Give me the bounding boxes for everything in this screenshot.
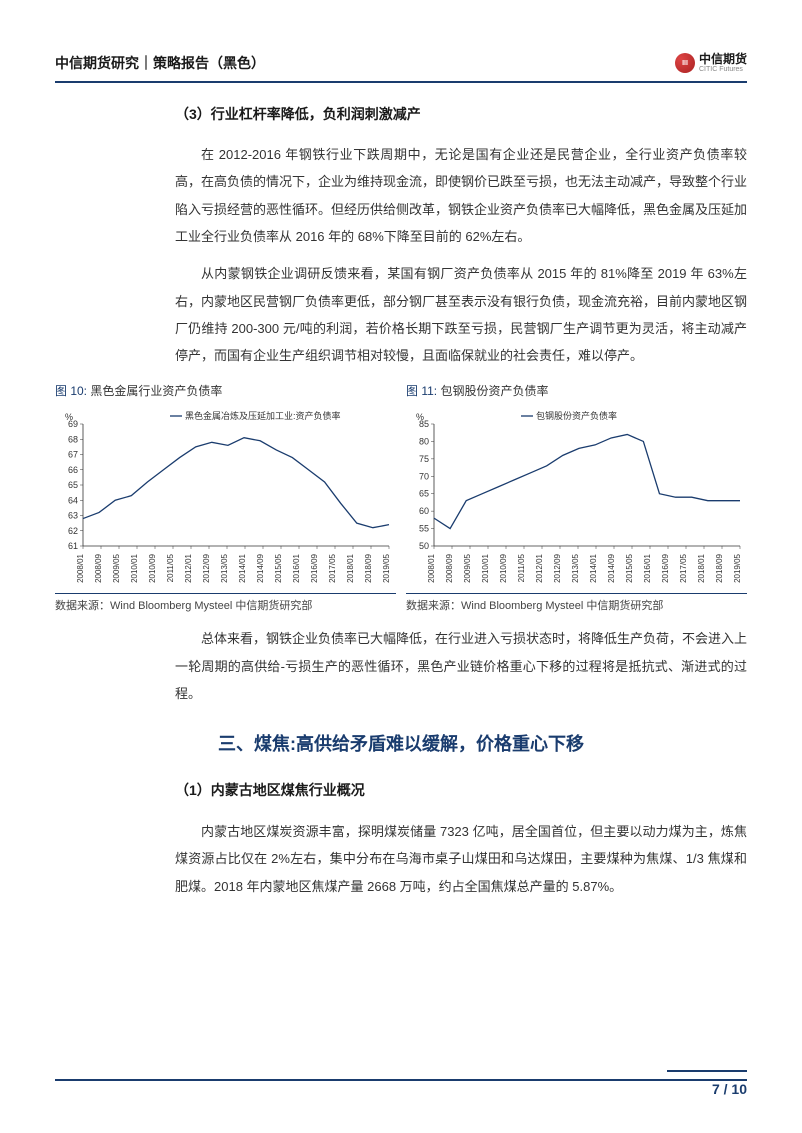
svg-text:65: 65 <box>419 489 429 499</box>
svg-text:66: 66 <box>68 465 78 475</box>
svg-text:2016/09: 2016/09 <box>661 554 670 583</box>
svg-text:2018/01: 2018/01 <box>697 554 706 583</box>
svg-text:2011/05: 2011/05 <box>517 554 526 583</box>
svg-text:60: 60 <box>419 507 429 517</box>
svg-text:2019/05: 2019/05 <box>733 554 742 583</box>
section3-title: （3）行业杠杆率降低，负利润刺激减产 <box>175 101 747 128</box>
chart10-svg: %黑色金属冶炼及压延加工业:资产负债率616263646566676869200… <box>55 406 395 591</box>
svg-text:2008/01: 2008/01 <box>427 554 436 583</box>
svg-text:2016/09: 2016/09 <box>310 554 319 583</box>
section3-p2: 从内蒙钢铁企业调研反馈来看，某国有钢厂资产负债率从 2015 年的 81%降至 … <box>175 260 747 369</box>
svg-text:2014/01: 2014/01 <box>589 554 598 583</box>
chart10-source: 数据来源：Wind Bloomberg Mysteel 中信期货研究部 <box>55 593 396 617</box>
logo-cn: 中信期货 <box>699 53 747 66</box>
svg-text:2015/05: 2015/05 <box>274 554 283 583</box>
svg-text:2018/09: 2018/09 <box>715 554 724 583</box>
svg-text:2013/05: 2013/05 <box>571 554 580 583</box>
svg-text:2010/09: 2010/09 <box>499 554 508 583</box>
svg-text:55: 55 <box>419 524 429 534</box>
major-section-title: 三、煤焦:高供给矛盾难以缓解，价格重心下移 <box>55 727 747 761</box>
svg-text:2015/05: 2015/05 <box>625 554 634 583</box>
chart11-block: 图 11: 包钢股份资产负债率 %包钢股份资产负债率50556065707580… <box>406 380 747 618</box>
svg-text:2014/09: 2014/09 <box>256 554 265 583</box>
section4-title: （1）内蒙古地区煤焦行业概况 <box>175 777 747 804</box>
svg-text:2013/05: 2013/05 <box>220 554 229 583</box>
svg-text:2009/05: 2009/05 <box>463 554 472 583</box>
chart11-title: 图 11: 包钢股份资产负债率 <box>406 380 747 403</box>
footer-line <box>55 1079 747 1081</box>
svg-text:包钢股份资产负债率: 包钢股份资产负债率 <box>536 410 617 421</box>
svg-text:62: 62 <box>68 526 78 536</box>
svg-text:2016/01: 2016/01 <box>292 554 301 583</box>
svg-text:80: 80 <box>419 437 429 447</box>
svg-text:75: 75 <box>419 454 429 464</box>
chart11-svg: %包钢股份资产负债率50556065707580852008/012008/09… <box>406 406 746 591</box>
svg-text:2014/09: 2014/09 <box>607 554 616 583</box>
svg-text:65: 65 <box>68 480 78 490</box>
chart11-source: 数据来源：Wind Bloomberg Mysteel 中信期货研究部 <box>406 593 747 617</box>
svg-text:2016/01: 2016/01 <box>643 554 652 583</box>
svg-text:63: 63 <box>68 511 78 521</box>
svg-text:2017/05: 2017/05 <box>679 554 688 583</box>
section3-p1: 在 2012-2016 年钢铁行业下跌周期中，无论是国有企业还是民营企业，全行业… <box>175 141 747 250</box>
svg-text:69: 69 <box>68 419 78 429</box>
svg-text:85: 85 <box>419 419 429 429</box>
svg-text:2018/09: 2018/09 <box>364 554 373 583</box>
svg-text:2011/05: 2011/05 <box>166 554 175 583</box>
logo-en: CITIC Futures <box>699 66 747 74</box>
svg-text:2008/09: 2008/09 <box>94 554 103 583</box>
svg-text:2010/09: 2010/09 <box>148 554 157 583</box>
svg-text:2012/09: 2012/09 <box>553 554 562 583</box>
svg-text:50: 50 <box>419 541 429 551</box>
svg-text:黑色金属冶炼及压延加工业:资产负债率: 黑色金属冶炼及压延加工业:资产负债率 <box>185 410 341 421</box>
svg-text:68: 68 <box>68 435 78 445</box>
page-footer: 7 / 10 <box>667 1070 747 1103</box>
chart10-block: 图 10: 黑色金属行业资产负债率 %黑色金属冶炼及压延加工业:资产负债率616… <box>55 380 396 618</box>
svg-text:2008/01: 2008/01 <box>76 554 85 583</box>
svg-text:2012/01: 2012/01 <box>184 554 193 583</box>
svg-text:2009/05: 2009/05 <box>112 554 121 583</box>
logo-icon: III <box>675 53 695 73</box>
svg-text:2017/05: 2017/05 <box>328 554 337 583</box>
svg-text:2010/01: 2010/01 <box>130 554 139 583</box>
page-header: 中信期货研究｜策略报告（黑色） III 中信期货 CITIC Futures <box>55 50 747 83</box>
section4-p1: 内蒙古地区煤炭资源丰富，探明煤炭储量 7323 亿吨，居全国首位，但主要以动力煤… <box>175 818 747 900</box>
svg-text:67: 67 <box>68 450 78 460</box>
svg-text:61: 61 <box>68 541 78 551</box>
svg-text:64: 64 <box>68 496 78 506</box>
svg-text:2012/01: 2012/01 <box>535 554 544 583</box>
svg-text:2008/09: 2008/09 <box>445 554 454 583</box>
summary-p: 总体来看，钢铁企业负债率已大幅降低，在行业进入亏损状态时，将降低生产负荷，不会进… <box>175 625 747 707</box>
svg-text:2014/01: 2014/01 <box>238 554 247 583</box>
chart10-title: 图 10: 黑色金属行业资产负债率 <box>55 380 396 403</box>
svg-text:2010/01: 2010/01 <box>481 554 490 583</box>
svg-text:2012/09: 2012/09 <box>202 554 211 583</box>
header-title: 中信期货研究｜策略报告（黑色） <box>55 50 265 77</box>
charts-row: 图 10: 黑色金属行业资产负债率 %黑色金属冶炼及压延加工业:资产负债率616… <box>55 380 747 618</box>
svg-text:2019/05: 2019/05 <box>382 554 391 583</box>
svg-text:70: 70 <box>419 472 429 482</box>
logo: III 中信期货 CITIC Futures <box>675 53 747 74</box>
svg-text:2018/01: 2018/01 <box>346 554 355 583</box>
